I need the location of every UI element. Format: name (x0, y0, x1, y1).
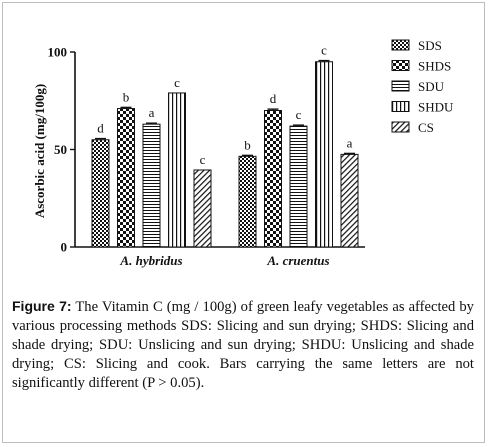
legend-swatch-shds (391, 60, 410, 71)
y-axis-label: Ascorbic acid (mg/100g) (32, 84, 47, 218)
y-tick-label: 100 (48, 45, 68, 60)
bar-shdu-1 (168, 92, 186, 248)
significance-letter: a (149, 105, 155, 120)
figure-caption: Figure 7: The Vitamin C (mg / 100g) of g… (12, 297, 474, 393)
legend-label-shds: SHDS (418, 59, 451, 74)
legend-swatch-cs (391, 121, 410, 133)
caption-label: Figure 7: (12, 298, 72, 314)
bar-sds-2 (238, 155, 257, 248)
legend-label-cs: CS (418, 120, 434, 135)
significance-letter: b (244, 137, 251, 152)
significance-letter: a (347, 135, 353, 150)
x-category-label: A. hybridus (119, 253, 182, 268)
bar-cs-1 (193, 169, 212, 248)
legend-label-sdu: SDU (418, 79, 445, 94)
legend-swatch-shdu (391, 101, 410, 112)
significance-letter: c (174, 75, 180, 90)
significance-letter: b (123, 89, 130, 104)
legend-swatch-sds (391, 39, 410, 51)
bar-cs-2 (340, 153, 359, 248)
caption-text: The Vitamin C (mg / 100g) of green leafy… (12, 299, 474, 391)
bar-shds-1 (117, 108, 135, 248)
y-tick-label: 0 (61, 240, 68, 255)
bar-sds-1 (91, 139, 110, 248)
y-tick-label: 50 (54, 142, 67, 157)
bar-shds-2 (264, 110, 282, 248)
significance-letter: d (97, 121, 104, 136)
significance-letter: c (200, 152, 206, 167)
significance-letter: d (270, 91, 277, 106)
bar-shdu-2 (315, 61, 333, 248)
significance-letter: c (296, 107, 302, 122)
legend-label-shdu: SHDU (418, 100, 454, 115)
significance-letter: c (321, 43, 327, 58)
bar-sdu-1 (142, 123, 161, 248)
legend-label-sds: SDS (418, 38, 442, 53)
x-category-label: A. cruentus (266, 253, 329, 268)
legend-swatch-sdu (391, 80, 410, 92)
bar-sdu-2 (289, 125, 308, 248)
